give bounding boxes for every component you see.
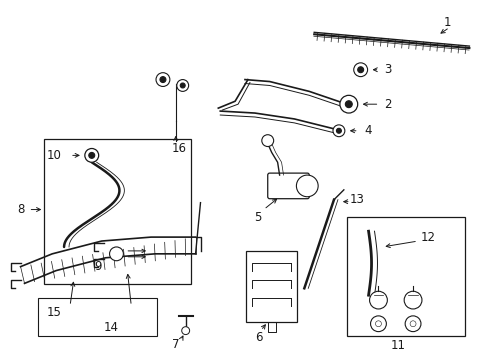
Circle shape xyxy=(296,175,318,197)
Circle shape xyxy=(261,135,273,147)
Text: 5: 5 xyxy=(254,211,261,224)
Circle shape xyxy=(375,321,381,327)
Text: 12: 12 xyxy=(420,231,434,244)
Circle shape xyxy=(409,321,415,327)
Circle shape xyxy=(332,125,344,137)
Circle shape xyxy=(160,77,165,82)
Circle shape xyxy=(336,128,341,133)
Circle shape xyxy=(84,148,99,162)
Bar xyxy=(245,251,297,322)
Circle shape xyxy=(357,67,363,73)
Circle shape xyxy=(369,291,386,309)
Text: 15: 15 xyxy=(47,306,61,319)
FancyBboxPatch shape xyxy=(267,173,308,199)
Text: 10: 10 xyxy=(47,149,61,162)
Circle shape xyxy=(182,327,189,334)
Text: 14: 14 xyxy=(104,321,119,334)
Circle shape xyxy=(177,80,188,91)
Text: 6: 6 xyxy=(255,331,262,344)
Bar xyxy=(38,298,157,336)
Bar xyxy=(346,217,465,336)
Circle shape xyxy=(345,101,351,108)
Text: 2: 2 xyxy=(384,98,391,111)
Text: 13: 13 xyxy=(348,193,364,206)
Text: 9: 9 xyxy=(94,260,101,273)
Text: 8: 8 xyxy=(17,203,24,216)
Circle shape xyxy=(109,247,123,261)
Circle shape xyxy=(353,63,367,77)
Circle shape xyxy=(370,316,386,332)
Circle shape xyxy=(180,83,185,88)
Text: 4: 4 xyxy=(364,124,371,137)
Text: 16: 16 xyxy=(171,142,186,155)
Circle shape xyxy=(339,95,357,113)
Text: 7: 7 xyxy=(172,338,179,351)
Text: 3: 3 xyxy=(384,63,391,76)
Circle shape xyxy=(404,291,421,309)
Circle shape xyxy=(405,316,420,332)
Text: 1: 1 xyxy=(443,16,450,29)
Circle shape xyxy=(156,73,169,86)
Bar xyxy=(44,139,190,284)
Text: 11: 11 xyxy=(390,339,405,352)
Circle shape xyxy=(89,152,95,158)
